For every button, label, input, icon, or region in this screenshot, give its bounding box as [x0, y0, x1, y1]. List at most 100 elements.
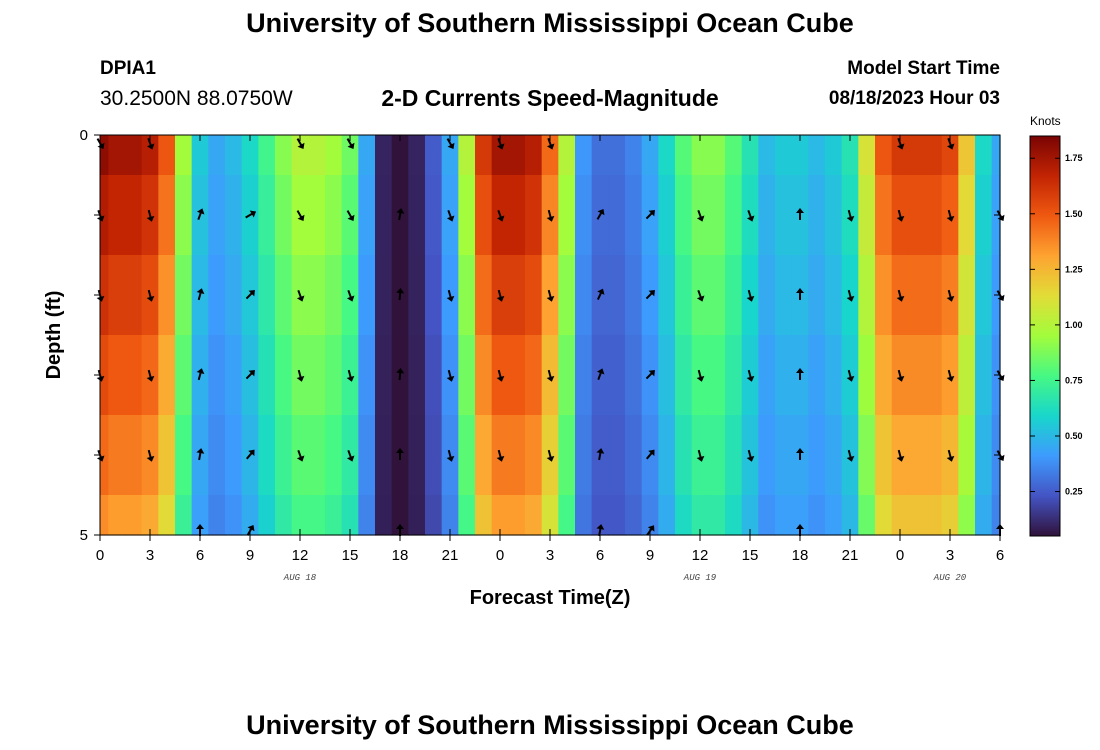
heatmap-cell	[758, 335, 776, 416]
current-arrow	[396, 288, 405, 301]
heatmap-cell	[675, 175, 693, 256]
x-tick-label: 3	[546, 547, 554, 564]
x-tick-label: 21	[442, 547, 459, 564]
heatmap-cell	[475, 335, 493, 416]
heatmap-cell	[658, 335, 676, 416]
heatmap-cell	[108, 495, 126, 536]
heatmap-cell	[708, 135, 726, 176]
heatmap-cell	[108, 135, 126, 176]
heatmap-cell	[858, 495, 876, 536]
heatmap-cell	[525, 415, 543, 496]
heatmap-cell	[525, 175, 543, 256]
current-arrow	[146, 289, 155, 302]
current-arrow	[146, 449, 155, 462]
current-arrow	[596, 448, 605, 461]
current-arrow	[496, 449, 505, 462]
heatmap-cell	[291, 135, 309, 176]
heatmap-cell	[375, 175, 393, 256]
heatmap-cell	[375, 495, 393, 536]
x-tick-label: 9	[646, 547, 654, 564]
heatmap-cell	[708, 415, 726, 496]
heatmap-cell	[925, 415, 943, 496]
current-arrow	[296, 369, 305, 382]
heatmap-cell	[108, 175, 126, 256]
heatmap-cell	[208, 135, 226, 176]
colorbar-tick-label: 0.75	[1065, 375, 1083, 385]
heatmap-cell	[258, 335, 276, 416]
current-arrow	[496, 137, 505, 150]
heatmap-cell	[275, 495, 293, 536]
heatmap-cell	[975, 335, 993, 416]
heatmap-cell	[558, 335, 576, 416]
heatmap-cell	[158, 335, 176, 416]
heatmap-cell	[875, 135, 893, 176]
x-tick-label: 6	[196, 547, 204, 564]
heatmap-cell	[758, 255, 776, 336]
date-label: AUG 19	[683, 573, 717, 583]
heatmap-cell	[558, 495, 576, 536]
heatmap-cell	[100, 255, 109, 336]
heatmap-cell	[125, 495, 143, 536]
heatmap-cell	[958, 255, 976, 336]
heatmap-cell	[491, 135, 509, 176]
heatmap-cell	[475, 415, 493, 496]
heatmap-cell	[558, 175, 576, 256]
heatmap-cell	[825, 495, 843, 536]
heatmap-cell	[408, 135, 426, 176]
heatmap-cell	[241, 495, 259, 536]
heatmap-cell	[225, 135, 243, 176]
heatmap-cell	[808, 255, 826, 336]
heatmap-cell	[858, 175, 876, 256]
current-arrow	[846, 209, 855, 222]
heatmap-cell	[758, 175, 776, 256]
heatmap-cell	[100, 335, 109, 416]
heatmap-cell	[425, 135, 443, 176]
heatmap-cell	[675, 335, 693, 416]
x-tick-label: 0	[96, 547, 104, 564]
current-arrow	[596, 288, 605, 300]
heatmap-cell	[808, 495, 826, 536]
heatmap-cell	[358, 415, 376, 496]
colorbar-tick-label: 1.25	[1065, 264, 1083, 274]
heatmap-cell	[408, 255, 426, 336]
current-arrow	[645, 370, 655, 380]
heatmap-cell	[825, 255, 843, 336]
heatmap-cell	[675, 135, 693, 176]
x-tick-label: 6	[596, 547, 604, 564]
heatmap-cell	[341, 495, 359, 536]
heatmap-cell	[325, 255, 343, 336]
heatmap-cell	[108, 335, 126, 416]
x-tick-label: 3	[946, 547, 954, 564]
heatmap-cell	[908, 255, 926, 336]
heatmap-cell	[991, 135, 1001, 176]
heatmap-cell	[541, 135, 559, 176]
heatmap-cell	[775, 415, 793, 496]
heatmap-cell	[108, 415, 126, 496]
current-arrow	[896, 209, 905, 222]
heatmap-cell	[891, 495, 909, 536]
heatmap-cell	[858, 415, 876, 496]
heatmap-cell	[425, 415, 443, 496]
current-arrow	[746, 369, 755, 382]
heatmap-cell	[991, 495, 1001, 536]
current-arrow	[196, 208, 205, 221]
heatmap-cell	[175, 255, 193, 336]
current-arrow	[746, 289, 755, 302]
page-title: University of Southern Mississippi Ocean…	[246, 8, 854, 38]
heatmap-cell	[508, 255, 526, 336]
heatmap-cell	[308, 335, 326, 416]
current-arrow	[296, 210, 305, 222]
current-arrow	[346, 289, 355, 302]
current-arrow	[696, 369, 705, 382]
heatmap-cell	[508, 135, 526, 176]
heatmap-cell	[725, 335, 743, 416]
current-arrow	[245, 370, 255, 380]
heatmap-cell	[808, 135, 826, 176]
heatmap-cell	[441, 135, 459, 176]
heatmap-cell	[100, 135, 109, 176]
x-tick-label: 0	[896, 547, 904, 564]
current-arrow	[446, 209, 455, 222]
heatmap-cell	[225, 175, 243, 256]
y-axis-ticks: 05	[80, 127, 1000, 544]
heatmap-cell	[575, 495, 593, 536]
